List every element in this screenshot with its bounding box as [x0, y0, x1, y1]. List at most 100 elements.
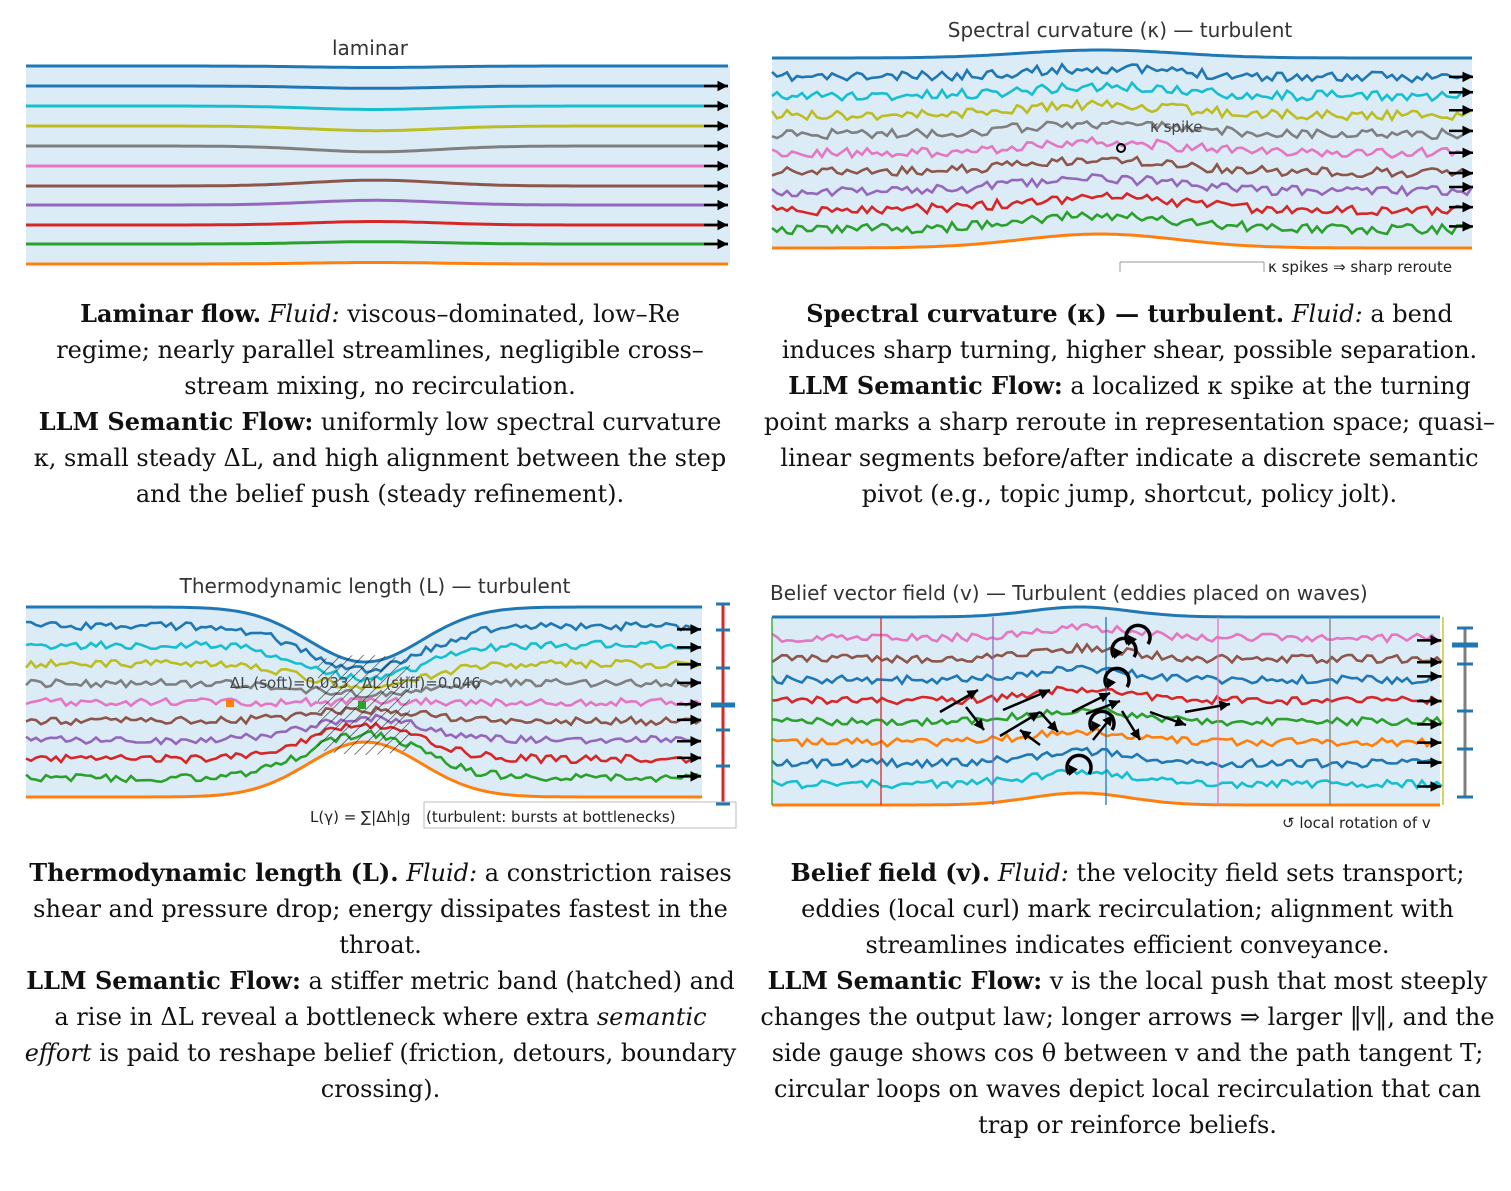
thermo-fluid-label: Fluid: — [406, 859, 478, 887]
streamline — [26, 64, 728, 69]
flow-arrow-head — [690, 624, 701, 635]
belief-vector-arrow-head — [1028, 712, 1040, 722]
belief-vector-arrow-head — [973, 718, 984, 730]
flow-arrow-head — [1430, 781, 1441, 792]
belief-vector-arrow-head — [1130, 728, 1140, 740]
laminar-caption-title: Laminar flow. — [80, 299, 262, 328]
kappa-spike-marker — [1116, 143, 1126, 153]
curvature-fluid-text: a bend induces sharp turning, higher she… — [781, 300, 1478, 364]
turbulent-streamline — [771, 62, 1473, 84]
flow-arrow-head — [717, 199, 728, 211]
belief-caption: Belief field (v). Fluid: the velocity fi… — [760, 855, 1495, 1143]
delta-l-soft-label: ΔL (soft)=0.033 — [230, 674, 349, 692]
eddy-loop — [1088, 709, 1116, 731]
soft-marker — [226, 699, 234, 707]
thermo-formula: L(γ) = ∑|Δh|g — [310, 808, 411, 826]
flow-arrow-head — [1430, 657, 1441, 668]
flow-arrow-head — [690, 752, 701, 764]
belief-vector-arrow-head — [1108, 699, 1120, 710]
laminar-fluid-label: Fluid: — [268, 300, 340, 328]
eddy-loop — [1110, 636, 1138, 658]
curvature-llm-text: a localized κ spike at the turning point… — [764, 372, 1495, 508]
belief-caption-title: Belief field (v). — [790, 858, 991, 887]
curvature-fluid-label: Fluid: — [1291, 300, 1363, 328]
turbulent-streamline — [771, 80, 1473, 103]
thermo-llm-text-a: a stiffer metric band (hatched) and a ri… — [54, 967, 735, 1031]
curvature-caption: Spectral curvature (κ) — turbulent. Flui… — [762, 296, 1497, 512]
curvature-llm-label: LLM Semantic Flow: — [788, 371, 1063, 400]
laminar-llm-text: uniformly low spectral curvature κ, smal… — [33, 408, 727, 508]
thermo-fluid-text: a constriction raises shear and pressure… — [33, 859, 732, 959]
streamline — [26, 198, 728, 207]
eddy-loop — [1103, 666, 1131, 688]
turbulent-streamline — [770, 98, 1473, 123]
thermo-caption: Thermodynamic length (L). Fluid: a const… — [18, 855, 743, 1107]
eddy-arrowhead — [1114, 647, 1123, 659]
streamline — [26, 104, 728, 111]
belief-vector-arrow-head — [966, 690, 978, 700]
thermo-footnote: (turbulent: bursts at bottlenecks) — [426, 808, 676, 826]
belief-vector-arrow-head — [1098, 693, 1110, 703]
laminar-fluid-text: viscous–dominated, low–Re regime; nearly… — [56, 300, 704, 400]
flow-arrow-head — [1462, 105, 1473, 116]
flow-arrow-head — [690, 642, 701, 653]
stiff-marker — [358, 701, 366, 709]
eddy-arrowhead — [1092, 720, 1101, 732]
belief-vector-arrow-head — [1174, 716, 1186, 727]
belief-llm-label: LLM Semantic Flow: — [767, 966, 1043, 995]
flow-arrow-head — [1462, 125, 1473, 137]
eddy-arrowhead — [1107, 677, 1116, 689]
belief-footnote: ↺ local rotation of v — [1282, 814, 1431, 832]
streamline — [26, 178, 728, 188]
curvature-caption-title: Spectral curvature (κ) — turbulent. — [806, 299, 1285, 328]
turbulent-streamline — [771, 210, 1473, 236]
curvature-footnote: κ spikes ⇒ sharp reroute — [1268, 258, 1453, 276]
laminar-title: laminar — [331, 36, 408, 60]
flow-arrow-head — [1430, 671, 1441, 682]
flow-arrow-head — [717, 238, 728, 250]
streamline — [26, 240, 728, 246]
flow-arrow-head — [1462, 86, 1473, 98]
thermo-title: Thermodynamic length (L) — turbulent — [179, 574, 571, 598]
flow-arrow-head — [690, 677, 701, 689]
flow-arrow-head — [1462, 201, 1473, 213]
delta-l-stiff-label: ΔL (stiff)=0.046 — [362, 674, 481, 692]
flow-arrow-head — [690, 659, 701, 670]
thermo-caption-title: Thermodynamic length (L). — [29, 858, 399, 887]
flow-arrow-head — [1430, 719, 1441, 730]
belief-vector-arrow-head — [1102, 715, 1113, 727]
thermo-llm-effort: semantic effort — [24, 1003, 707, 1067]
flow-arrow-head — [717, 80, 728, 92]
streamline — [26, 84, 728, 90]
belief-vector-arrow-head — [1020, 730, 1032, 741]
turbulent-streamline — [771, 135, 1473, 160]
belief-vector-arrow-head — [1038, 689, 1050, 699]
eddy-arrowhead — [1069, 764, 1078, 776]
flow-arrow-head — [690, 698, 701, 710]
belief-vector-arrow-head — [1218, 700, 1230, 712]
flow-arrow-head — [1430, 635, 1441, 646]
streamline — [26, 124, 728, 133]
belief-llm-text: v is the local push that most steeply ch… — [760, 967, 1495, 1139]
laminar-llm-label: LLM Semantic Flow: — [38, 407, 314, 436]
flow-arrow-head — [717, 140, 728, 152]
streamline — [26, 144, 728, 154]
belief-title: Belief vector field (v) — Turbulent (edd… — [770, 581, 1368, 605]
turbulent-streamline — [771, 173, 1474, 198]
flow-arrow-head — [1430, 737, 1441, 748]
flow-arrow-head — [1462, 71, 1473, 83]
flow-arrow-head — [717, 100, 728, 112]
turbulent-streamline — [771, 191, 1473, 217]
flow-arrow-head — [1462, 181, 1473, 193]
flow-arrow-head — [1430, 757, 1441, 768]
thermo-llm-label: LLM Semantic Flow: — [26, 966, 301, 995]
flow-arrow-head — [1430, 695, 1441, 707]
turbulent-streamline — [771, 155, 1473, 179]
thermo-llm-text-b: is paid to reshape belief (friction, det… — [99, 1039, 737, 1103]
belief-fluid-label: Fluid: — [997, 859, 1069, 887]
channel-wall-top — [772, 48, 1472, 60]
kappa-spike-label: κ spike — [1150, 118, 1203, 136]
footnote-box — [423, 801, 737, 829]
